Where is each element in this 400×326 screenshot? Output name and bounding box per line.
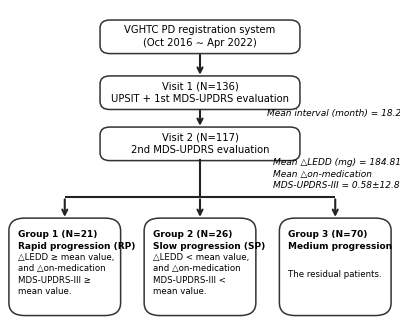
Text: △LEDD < mean value,
and △on-medication
MDS-UPDRS-III <
mean value.: △LEDD < mean value, and △on-medication M… [153,253,250,296]
Text: Visit 2 (N=117)
2nd MDS-UPDRS evaluation: Visit 2 (N=117) 2nd MDS-UPDRS evaluation [131,132,269,156]
Text: Visit 1 (N=136)
UPSIT + 1st MDS-UPDRS evaluation: Visit 1 (N=136) UPSIT + 1st MDS-UPDRS ev… [111,81,289,104]
Text: Group 3 (N=70)
Medium progression: Group 3 (N=70) Medium progression [288,230,392,251]
FancyBboxPatch shape [100,127,300,161]
Text: VGHTC PD registration system
(Oct 2016 ∼ Apr 2022): VGHTC PD registration system (Oct 2016 ∼… [124,25,276,48]
Text: △LEDD ≥ mean value,
and △on-medication
MDS-UPDRS-III ≥
mean value.: △LEDD ≥ mean value, and △on-medication M… [18,253,114,296]
Text: The residual patients.: The residual patients. [288,270,382,279]
Text: Mean interval (month) = 18.2±7.32: Mean interval (month) = 18.2±7.32 [267,109,400,118]
FancyBboxPatch shape [279,218,391,316]
FancyBboxPatch shape [100,20,300,53]
Text: Group 1 (N=21)
Rapid progression (RP): Group 1 (N=21) Rapid progression (RP) [18,230,135,251]
Text: Mean △LEDD (mg) = 184.81±307.60
Mean △on-medication
MDS-UPDRS-III = 0.58±12.89: Mean △LEDD (mg) = 184.81±307.60 Mean △on… [272,158,400,190]
Text: Group 2 (N=26)
Slow progression (SP): Group 2 (N=26) Slow progression (SP) [153,230,266,251]
FancyBboxPatch shape [144,218,256,316]
FancyBboxPatch shape [100,76,300,110]
FancyBboxPatch shape [9,218,121,316]
